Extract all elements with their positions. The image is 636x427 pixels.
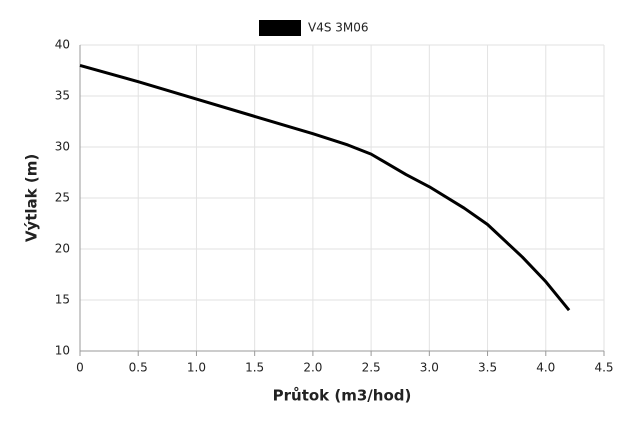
x-tick-label: 0.5	[129, 361, 148, 375]
data-line	[79, 63, 571, 312]
x-tick-label: 0	[76, 361, 84, 375]
x-tick-label: 3.5	[478, 361, 497, 375]
legend-swatch	[259, 20, 301, 36]
y-tick-label: 35	[55, 89, 70, 103]
y-tick-label: 40	[55, 38, 70, 52]
x-tick-label: 1.0	[187, 361, 206, 375]
y-axis-title: Výtlak (m)	[23, 154, 41, 242]
x-tick-label: 4.5	[594, 361, 613, 375]
legend-label: V4S 3M06	[308, 21, 369, 35]
x-tick-label: 2.5	[362, 361, 381, 375]
x-tick-label: 1.5	[245, 361, 264, 375]
y-tick-label: 30	[55, 140, 70, 154]
y-tick-label: 25	[55, 191, 70, 205]
x-tick-label: 4.0	[536, 361, 555, 375]
x-axis-title: Průtok (m3/hod)	[273, 387, 412, 405]
y-tick-label: 10	[55, 344, 70, 358]
x-tick-label: 2.0	[303, 361, 322, 375]
y-tick-label: 20	[55, 242, 70, 256]
y-tick-label: 15	[55, 293, 70, 307]
x-tick-label: 3.0	[420, 361, 439, 375]
